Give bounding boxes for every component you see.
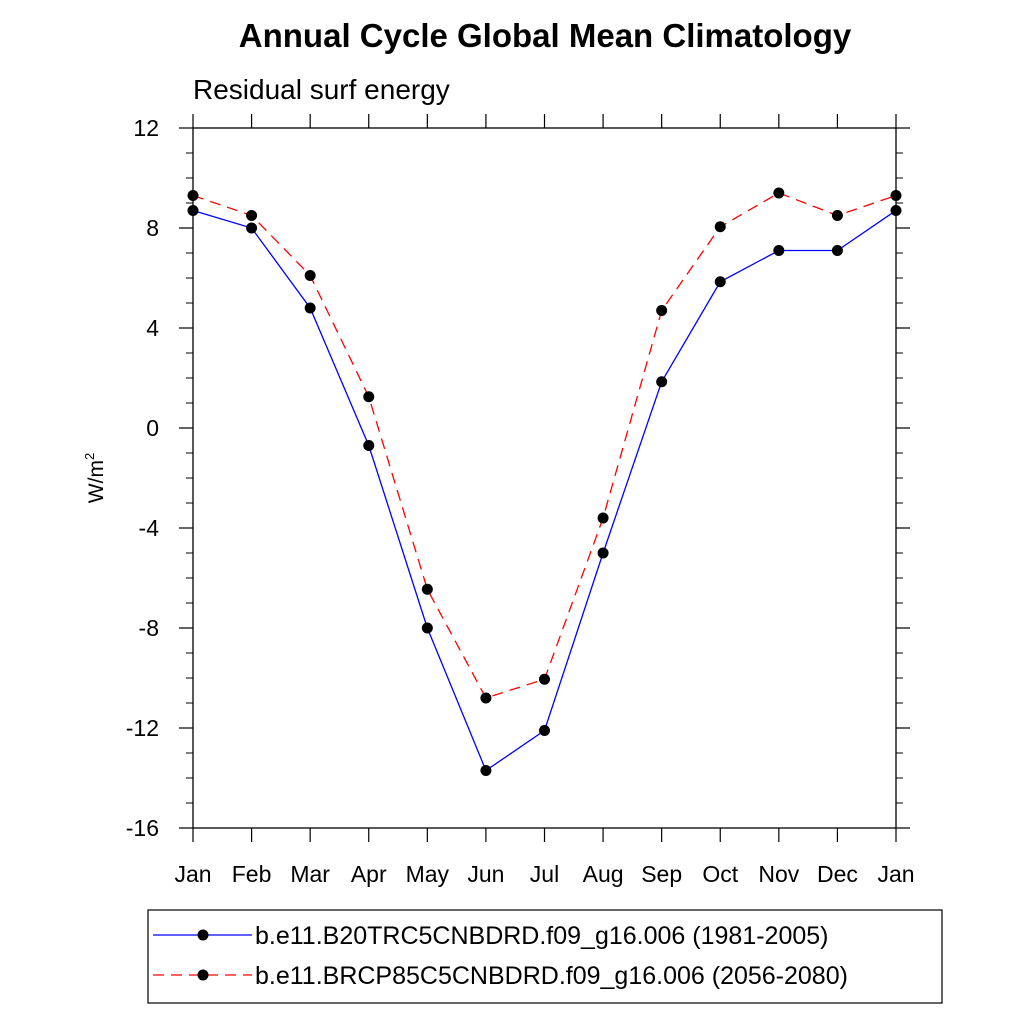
series-1-point [597,547,609,559]
x-tick-label: Jun [467,861,504,887]
series-2-point [480,692,492,704]
x-tick-label: Oct [702,861,738,887]
x-tick-label: Jan [877,861,914,887]
series-1-point [187,205,199,216]
series-2-point [831,210,843,221]
series-2-point [539,673,550,685]
series-2-point [187,190,199,201]
y-tick-label: -4 [139,515,160,541]
x-tick-label: Feb [232,861,272,887]
series-1-point [656,376,668,388]
series-1-point [246,222,258,234]
series-1-point [890,205,902,216]
x-tick-label: Jul [530,861,559,887]
legend-label-2: b.e11.BRCP85C5CNBDRD.f09_g16.006 (2056-2… [255,962,848,990]
x-tick-label: Nov [758,861,799,887]
plot-frame [192,127,897,829]
y-tick-label: -8 [139,615,159,641]
legend-box [147,909,943,1004]
series-2-point [304,270,316,281]
series-2-point [890,190,902,201]
series-2-point [246,210,258,221]
series-2-point [421,583,433,595]
x-tick-label: Sep [641,861,682,887]
y-axis-label: W/m2 [82,453,108,503]
series-1-point [363,440,375,451]
legend-marker-2 [197,969,209,981]
x-tick-label: Jan [174,861,211,887]
y-tick-label: 4 [146,315,159,341]
y-tick-label: 12 [133,115,159,141]
series-1-point [773,245,785,256]
series-2-point [773,187,785,199]
y-tick-label: 0 [146,415,159,441]
chart-subtitle: Residual surf energy [193,74,450,105]
y-tick-label: -12 [126,715,159,741]
series-1-point [480,765,492,776]
legend-marker-1 [197,929,209,941]
series-2-point [363,391,375,403]
y-axis-label-superscript: 2 [82,453,97,460]
svg-text:W/m2: W/m2 [82,453,108,503]
series-2-point [714,221,726,233]
x-tick-label: Aug [583,861,624,887]
series-1-point [539,725,550,736]
legend-label-1: b.e11.B20TRC5CNBDRD.f09_g16.006 (1981-20… [255,922,829,950]
series-1-point [714,276,726,288]
series-1-point [831,245,843,256]
y-axis-label-text: W/m [85,460,108,503]
series-1-point [421,622,433,634]
x-tick-label: Dec [817,861,858,887]
y-tick-label: 8 [146,215,159,241]
series-line-1 [192,209,897,772]
x-tick-label: Mar [290,861,330,887]
chart-title: Annual Cycle Global Mean Climatology [239,17,852,54]
x-tick-label: Apr [351,861,387,887]
series-2-point [656,305,668,316]
x-tick-label: May [406,861,450,887]
y-tick-label: -16 [126,815,159,841]
series-2-point [597,512,609,524]
series-line-2 [192,192,897,699]
series-1-point [304,302,316,314]
